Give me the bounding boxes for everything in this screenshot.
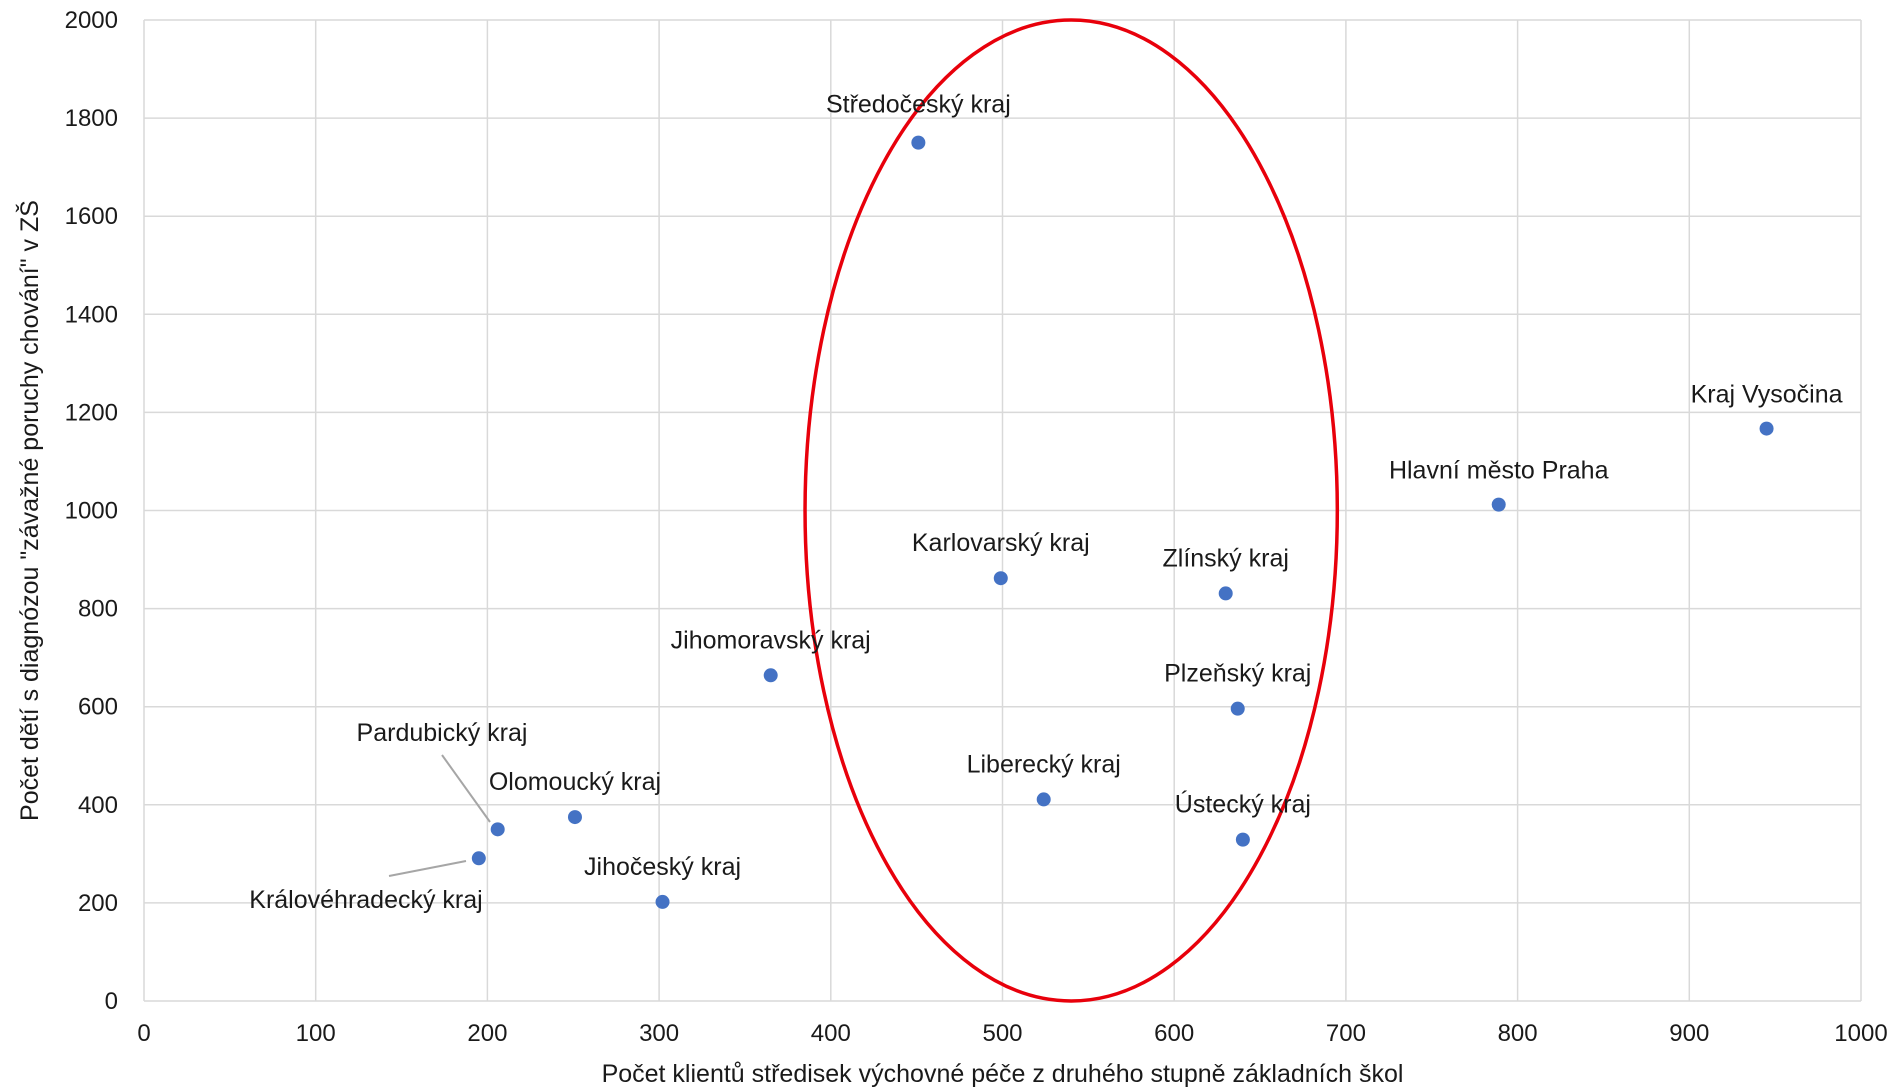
grid bbox=[143, 19, 1862, 1002]
data-point bbox=[911, 135, 926, 150]
x-tick-label: 0 bbox=[137, 1020, 150, 1047]
data-point bbox=[1036, 792, 1051, 807]
y-tick-label: 800 bbox=[78, 596, 118, 623]
data-label: Karlovarský kraj bbox=[912, 529, 1090, 557]
y-tick-label: 400 bbox=[78, 792, 118, 819]
x-tick-label: 1000 bbox=[1834, 1020, 1887, 1047]
label-leader-line bbox=[441, 754, 491, 823]
label-leader-line bbox=[388, 860, 467, 877]
data-label: Středočeský kraj bbox=[826, 91, 1011, 119]
x-tick-label: 900 bbox=[1669, 1020, 1709, 1047]
x-tick-label: 400 bbox=[811, 1020, 851, 1047]
x-tick-label: 100 bbox=[296, 1020, 336, 1047]
data-points bbox=[471, 135, 1774, 909]
x-tick-label: 300 bbox=[639, 1020, 679, 1047]
y-tick-label: 1600 bbox=[65, 203, 118, 230]
data-point bbox=[471, 851, 486, 866]
data-label: Zlínský kraj bbox=[1163, 544, 1289, 572]
x-tick-label: 800 bbox=[1498, 1020, 1538, 1047]
data-labels: Středočeský kraj Kraj Vysočina Hlavní měst… bbox=[249, 91, 1842, 914]
data-point bbox=[763, 668, 778, 683]
x-tick-label: 500 bbox=[982, 1020, 1022, 1047]
highlight-ellipse bbox=[803, 18, 1340, 1003]
x-axis-title: Počet klientů středisek výchovné péče z … bbox=[602, 1060, 1404, 1088]
data-point bbox=[655, 894, 670, 909]
data-point bbox=[993, 571, 1008, 586]
data-label: Ústecký kraj bbox=[1175, 790, 1311, 819]
y-tick-label: 200 bbox=[78, 890, 118, 917]
data-point bbox=[490, 822, 505, 837]
data-point bbox=[1235, 832, 1250, 847]
x-tick-label: 600 bbox=[1154, 1020, 1194, 1047]
y-tick-label: 1800 bbox=[65, 105, 118, 132]
data-label: Jihomoravský kraj bbox=[671, 626, 871, 654]
annotation bbox=[803, 18, 1340, 1003]
data-label: Královéhradecký kraj bbox=[249, 886, 482, 914]
y-tick-label: 2000 bbox=[65, 7, 118, 34]
data-point bbox=[1759, 421, 1774, 436]
x-tick-label: 200 bbox=[467, 1020, 507, 1047]
data-label: Pardubický kraj bbox=[357, 719, 528, 747]
y-tick-label: 0 bbox=[105, 988, 118, 1015]
y-tick-label: 1400 bbox=[65, 301, 118, 328]
data-label: Jihočeský kraj bbox=[584, 853, 741, 881]
y-tick-label: 1000 bbox=[65, 498, 118, 525]
data-point bbox=[1218, 586, 1233, 601]
data-label: Kraj Vysočina bbox=[1691, 381, 1843, 409]
data-label: Olomoucký kraj bbox=[489, 768, 661, 796]
leader-lines bbox=[388, 754, 491, 877]
data-point bbox=[1230, 701, 1245, 716]
data-label: Liberecký kraj bbox=[967, 750, 1121, 778]
data-point bbox=[1491, 497, 1506, 512]
y-tick-label: 1200 bbox=[65, 399, 118, 426]
data-label: Hlavní město Praha bbox=[1389, 457, 1609, 485]
data-point bbox=[567, 810, 582, 825]
y-axis-title: Počet dětí s diagnózou "závažné poruchy … bbox=[15, 200, 44, 821]
y-tick-label: 600 bbox=[78, 694, 118, 721]
axes: 0 100 200 300 400 500 600 700 800 900 1000 0 200 400 6… bbox=[65, 7, 1888, 1047]
data-label: Plzeňský kraj bbox=[1164, 660, 1311, 688]
x-tick-label: 700 bbox=[1326, 1020, 1366, 1047]
